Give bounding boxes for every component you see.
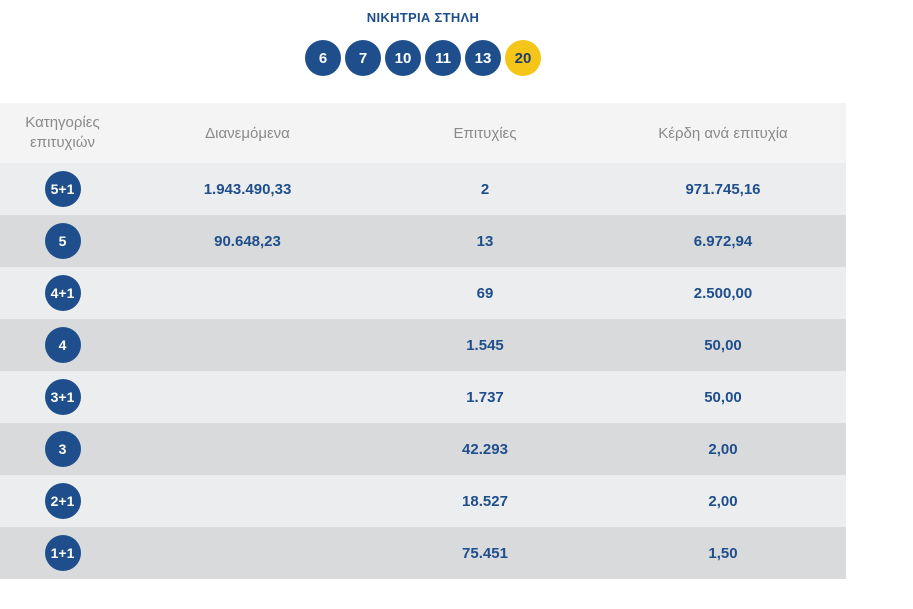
number-ball: 11: [425, 40, 461, 76]
table-row: 4+1 69 2.500,00: [0, 267, 846, 319]
winning-numbers: 6 7 10 11 13 20: [0, 40, 846, 76]
table-row: 1+1 75.451 1,50: [0, 527, 846, 579]
table-row: 5 90.648,23 13 6.972,94: [0, 215, 846, 267]
number-ball: 13: [465, 40, 501, 76]
prize-cell: 2.500,00: [693, 284, 753, 302]
winners-cell: 42.293: [462, 440, 508, 458]
winners-cell: 1.737: [466, 388, 504, 406]
winning-column-title: ΝΙΚΗΤΡΙΑ ΣΤΗΛΗ: [366, 10, 480, 25]
table-row: 4 1.545 50,00: [0, 319, 846, 371]
category-badge: 5+1: [44, 171, 81, 207]
prize-cell: 50,00: [704, 336, 742, 354]
table-row: 3+1 1.737 50,00: [0, 371, 846, 423]
number-ball: 10: [385, 40, 421, 76]
column-header-categories: Κατηγορίες επιτυχιών: [25, 114, 100, 151]
bonus-number-ball: 20: [505, 40, 541, 76]
column-header-distributed: Διανεμόμενα: [205, 124, 290, 142]
winners-cell: 1.545: [466, 336, 504, 354]
number-ball: 7: [345, 40, 381, 76]
prize-cell: 2,00: [708, 440, 738, 458]
distributed-cell: 90.648,23: [214, 232, 281, 250]
table-row: 3 42.293 2,00: [0, 423, 846, 475]
prize-cell: 50,00: [704, 388, 742, 406]
table-header: Κατηγορίες επιτυχιών Διανεμόμενα Επιτυχί…: [0, 103, 846, 163]
prize-cell: 2,00: [708, 492, 738, 510]
distributed-cell: 1.943.490,33: [203, 180, 292, 198]
prize-cell: 6.972,94: [693, 232, 753, 250]
category-badge: 4: [44, 327, 81, 363]
winners-cell: 18.527: [462, 492, 508, 510]
category-badge: 3: [44, 431, 81, 467]
winners-cell: 2: [480, 180, 490, 198]
winners-cell: 69: [476, 284, 494, 302]
column-header-winners: Επιτυχίες: [453, 124, 517, 142]
category-badge: 5: [44, 223, 81, 259]
category-badge: 1+1: [44, 535, 81, 571]
number-ball: 6: [305, 40, 341, 76]
column-header-prize: Κέρδη ανά επιτυχία: [658, 124, 788, 142]
table-row: 2+1 18.527 2,00: [0, 475, 846, 527]
category-badge: 3+1: [44, 379, 81, 415]
prize-cell: 971.745,16: [685, 180, 761, 198]
prize-table: Κατηγορίες επιτυχιών Διανεμόμενα Επιτυχί…: [0, 103, 846, 579]
winners-cell: 75.451: [462, 544, 508, 562]
category-badge: 2+1: [44, 483, 81, 519]
winners-cell: 13: [476, 232, 494, 250]
category-badge: 4+1: [44, 275, 81, 311]
prize-cell: 1,50: [708, 544, 738, 562]
table-row: 5+1 1.943.490,33 2 971.745,16: [0, 163, 846, 215]
